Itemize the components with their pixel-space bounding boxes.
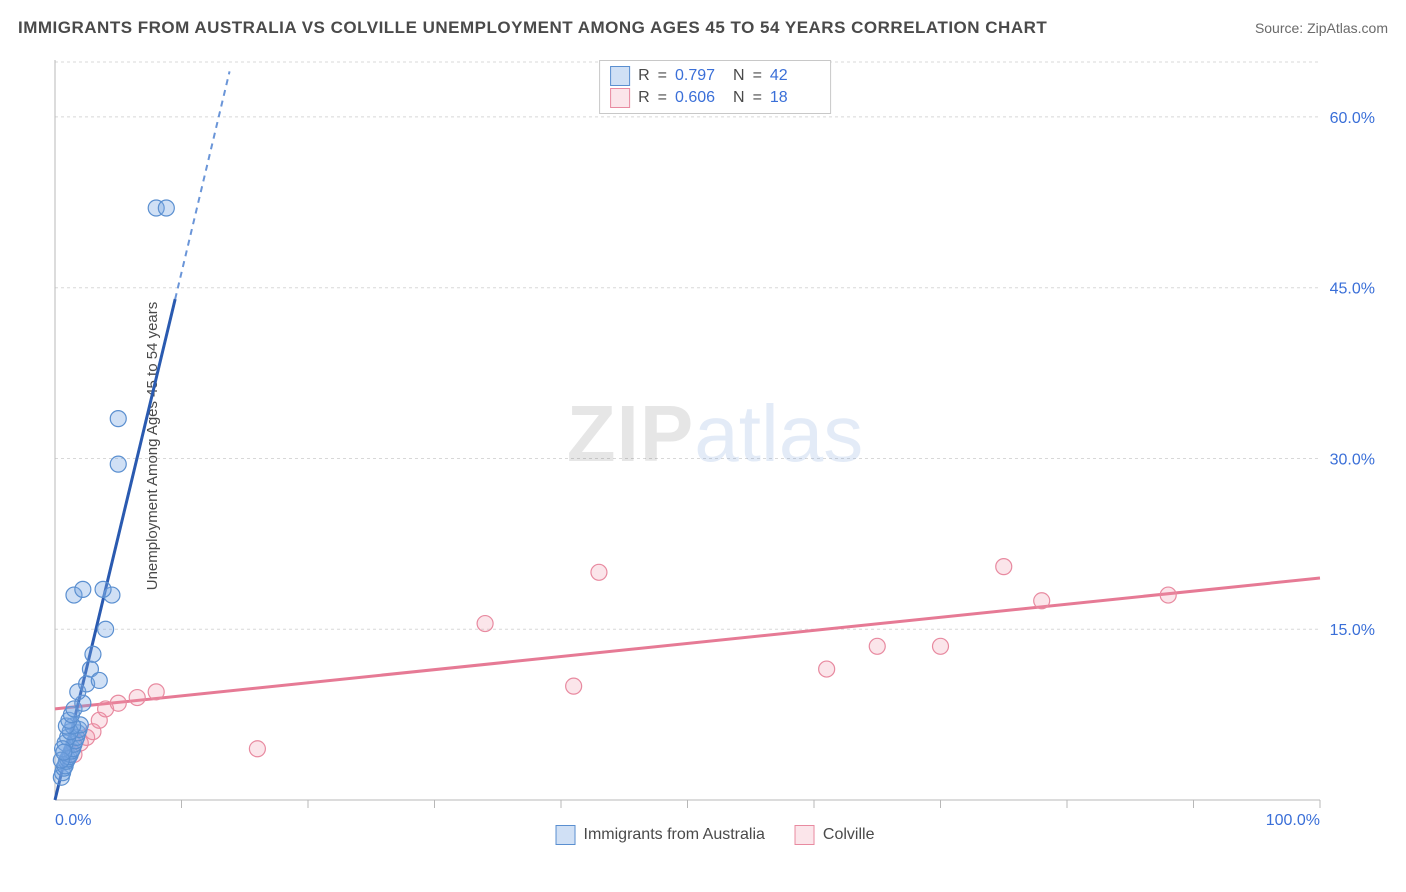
gridlines — [55, 62, 1320, 629]
series-legend: Immigrants from Australia Colville — [556, 825, 875, 845]
n-value-australia: 42 — [770, 67, 820, 85]
title-bar: IMMIGRANTS FROM AUSTRALIA VS COLVILLE UN… — [18, 18, 1388, 38]
trendline-colville — [55, 578, 1320, 709]
tick-labels: 15.0% 30.0% 45.0% 60.0% 0.0% 100.0% — [55, 110, 1375, 829]
r-value-colville: 0.606 — [675, 89, 725, 107]
svg-text:30.0%: 30.0% — [1330, 451, 1375, 468]
chart-svg: 15.0% 30.0% 45.0% 60.0% 0.0% 100.0% — [50, 55, 1380, 845]
points-colville — [66, 559, 1176, 763]
r-value-australia: 0.797 — [675, 67, 725, 85]
svg-text:0.0%: 0.0% — [55, 812, 91, 829]
legend-row-colville: R = 0.606 N = 18 — [610, 87, 820, 109]
plot-area: 15.0%30.0%45.0%60.0%0.0%100.0% ZIPatlas … — [50, 55, 1380, 845]
n-value-colville: 18 — [770, 89, 820, 107]
legend-item-australia: Immigrants from Australia — [556, 825, 765, 845]
swatch-australia — [610, 66, 630, 86]
svg-text:60.0%: 60.0% — [1330, 110, 1375, 127]
swatch-colville-bottom — [795, 825, 815, 845]
legend-row-australia: R = 0.797 N = 42 — [610, 65, 820, 87]
source-link[interactable]: ZipAtlas.com — [1307, 20, 1388, 36]
axes — [55, 60, 1320, 808]
svg-text:100.0%: 100.0% — [1266, 812, 1320, 829]
svg-text:15.0%: 15.0% — [1330, 622, 1375, 639]
correlation-legend: R = 0.797 N = 42 R = 0.606 N = 18 — [599, 60, 831, 114]
swatch-colville — [610, 88, 630, 108]
chart-title: IMMIGRANTS FROM AUSTRALIA VS COLVILLE UN… — [18, 18, 1047, 38]
svg-text:45.0%: 45.0% — [1330, 281, 1375, 298]
source-label: Source: ZipAtlas.com — [1255, 20, 1388, 36]
swatch-australia-bottom — [556, 825, 576, 845]
legend-item-colville: Colville — [795, 825, 875, 845]
